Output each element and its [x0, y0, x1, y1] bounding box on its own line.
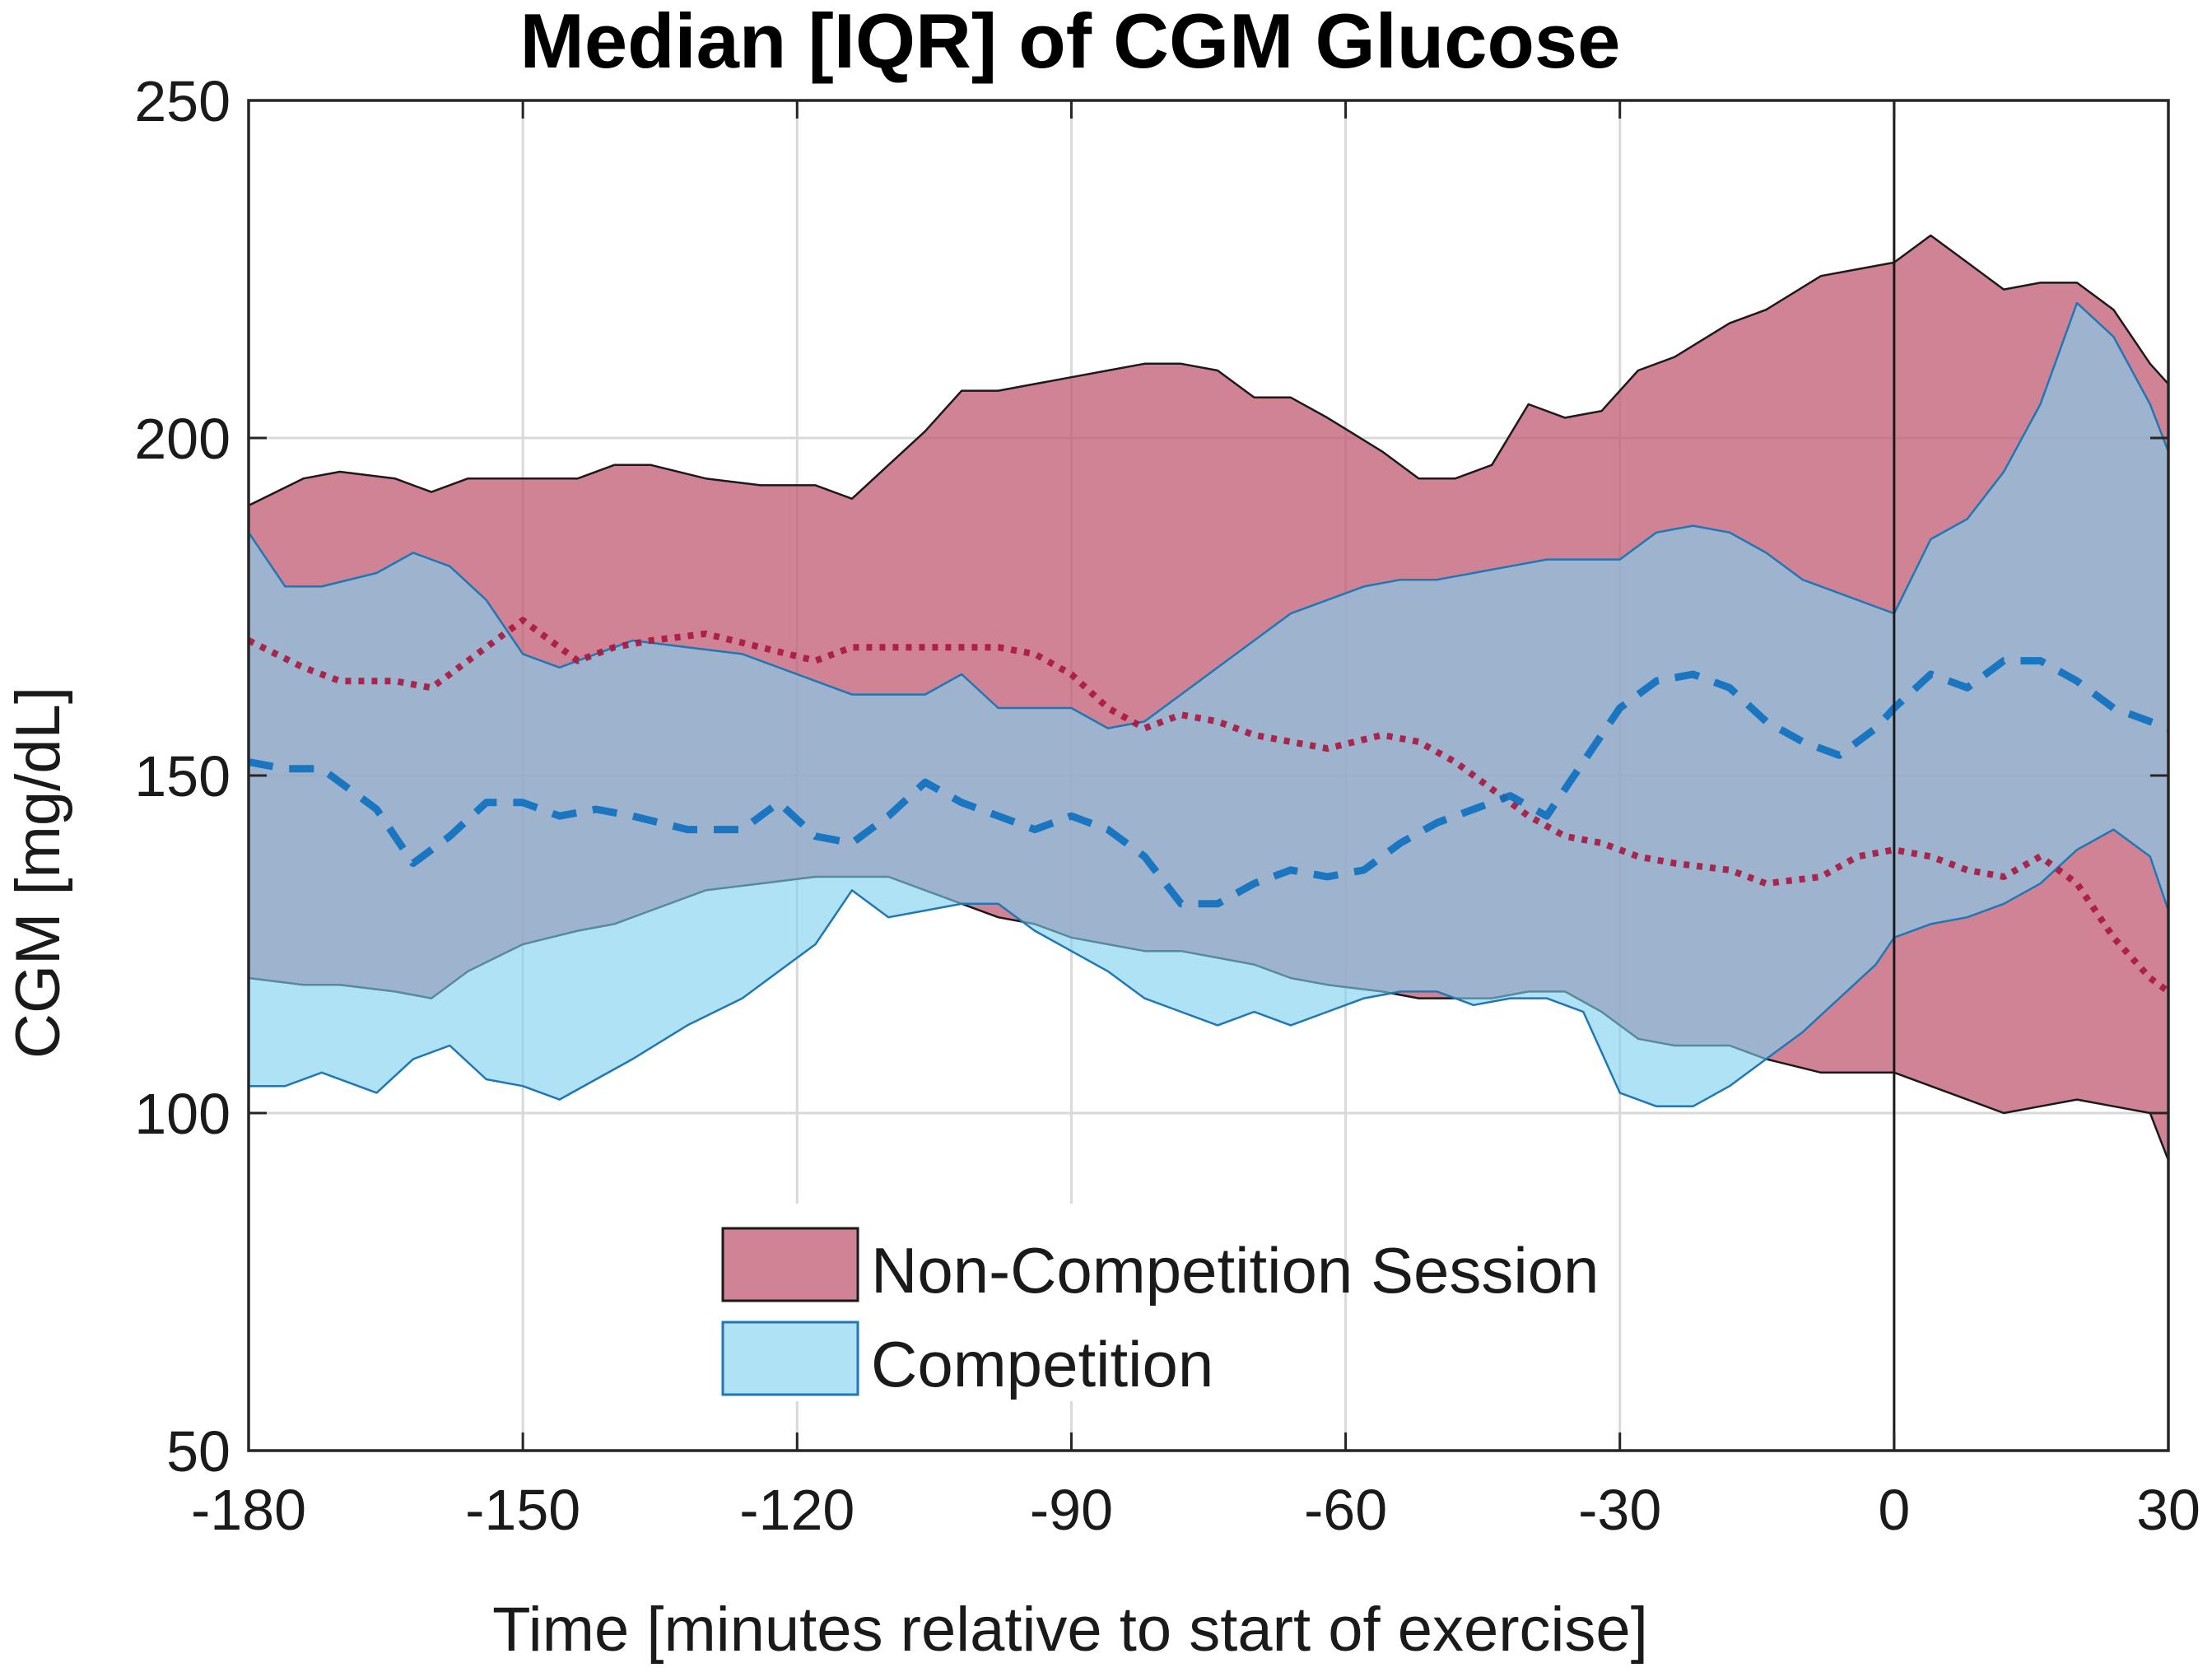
- y-tick-label: 150: [134, 744, 231, 808]
- x-tick-label: -150: [465, 1478, 580, 1542]
- legend-swatch-competition: [721, 1321, 859, 1396]
- tick-labels: -180 -150 -120 -90 -60 -30 0 30 50 100 150 200 250: [134, 69, 2200, 1542]
- x-tick-label: 30: [2136, 1478, 2200, 1542]
- y-tick-label: 100: [134, 1082, 231, 1146]
- x-tick-label: -30: [1578, 1478, 1661, 1542]
- chart-title: Median [IQR] of CGM Glucose: [520, 0, 1621, 84]
- x-tick-label: 0: [1878, 1478, 1910, 1542]
- y-tick-label: 200: [134, 407, 231, 471]
- competition-median-line: [248, 657, 2170, 908]
- legend-label-competition: Competition: [871, 1328, 1213, 1400]
- legend-swatch-non-competition: [721, 1227, 859, 1302]
- y-tick-label: 250: [134, 69, 231, 133]
- x-tick-label: -180: [191, 1478, 306, 1542]
- non-competition-median-line: [247, 617, 2171, 995]
- x-tick-label: -120: [739, 1478, 855, 1542]
- y-axis-label: CGM [mg/dL]: [3, 687, 73, 1059]
- y-tick-label: 50: [166, 1419, 231, 1484]
- legend: Non-Competition Session Competition: [708, 1204, 1599, 1401]
- x-tick-label: -60: [1304, 1478, 1387, 1542]
- axes-frame: [247, 99, 2170, 1452]
- x-axis-label: Time [minutes relative to start of exerc…: [492, 1595, 1648, 1665]
- median-lines: [247, 617, 2171, 995]
- legend-label-non-competition: Non-Competition Session: [871, 1234, 1599, 1307]
- x-tick-label: -90: [1030, 1478, 1113, 1542]
